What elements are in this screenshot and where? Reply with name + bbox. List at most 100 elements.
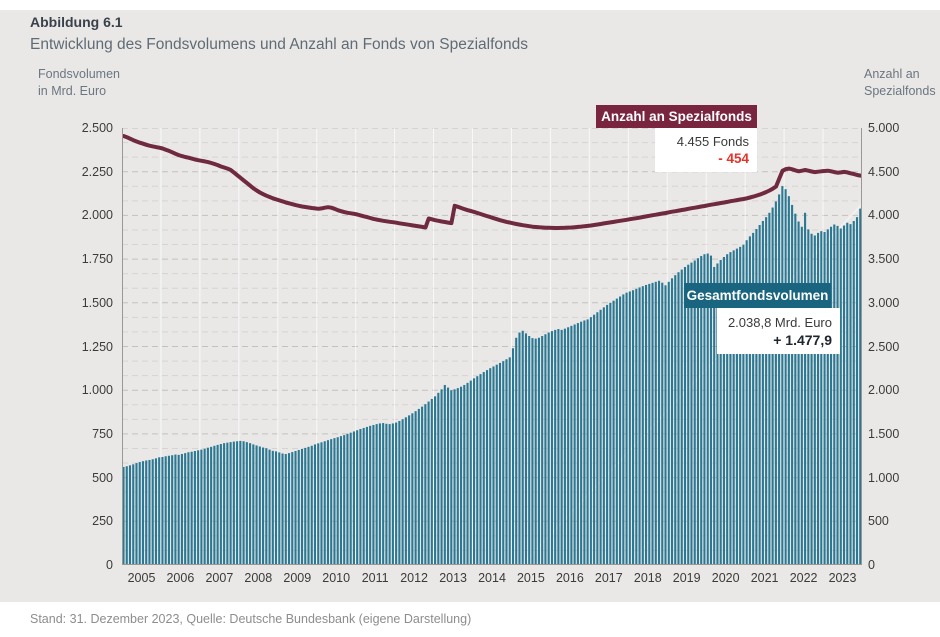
volume-bar bbox=[709, 255, 713, 565]
volume-bar bbox=[151, 459, 154, 565]
x-axis-year-label: 2007 bbox=[205, 571, 234, 585]
volume-bar bbox=[570, 325, 573, 565]
volume-bar bbox=[229, 442, 232, 565]
volume-bar bbox=[842, 225, 846, 565]
volume-bar bbox=[291, 452, 294, 565]
volume-bar bbox=[388, 424, 391, 565]
volume-bar bbox=[547, 332, 550, 565]
volume-bar bbox=[122, 466, 125, 565]
volume-bar bbox=[132, 464, 135, 565]
volume-bar bbox=[622, 294, 625, 565]
figure-number: Abbildung 6.1 bbox=[30, 14, 123, 30]
volume-bar bbox=[339, 436, 343, 565]
left-axis-tick: 1.500 bbox=[81, 295, 113, 310]
left-axis-tick: 1.250 bbox=[81, 339, 113, 354]
volume-bar bbox=[674, 275, 677, 565]
volume-bar bbox=[138, 462, 141, 565]
volume-bar bbox=[437, 392, 440, 565]
volume-bar bbox=[128, 465, 132, 565]
volume-bar bbox=[531, 338, 534, 565]
volume-bar bbox=[654, 281, 657, 565]
volume-bar bbox=[596, 312, 599, 565]
footer-strip bbox=[0, 602, 940, 637]
volume-bar bbox=[239, 440, 242, 565]
volume-bar bbox=[573, 324, 576, 565]
right-axis-caption: Anzahl an Spezialfonds bbox=[864, 66, 936, 100]
volume-bar bbox=[395, 422, 398, 565]
x-axis-year-label: 2009 bbox=[283, 571, 312, 585]
volume-bar bbox=[356, 430, 359, 565]
volume-bar bbox=[404, 417, 407, 565]
volume-bar bbox=[359, 429, 362, 565]
volume-bar bbox=[683, 266, 687, 565]
volume-bar bbox=[696, 258, 700, 565]
volume-bar bbox=[628, 291, 631, 565]
volume-bar bbox=[739, 246, 742, 565]
right-axis-caption-line2: Spezialfonds bbox=[864, 84, 936, 98]
volume-bar bbox=[722, 257, 725, 565]
left-axis-tick: 2.250 bbox=[81, 164, 113, 179]
volume-bar bbox=[180, 454, 183, 565]
volume-bar bbox=[372, 424, 375, 565]
volume-bar bbox=[667, 281, 670, 565]
volume-bar bbox=[255, 445, 258, 565]
volume-bar bbox=[278, 452, 281, 565]
x-axis-year-label: 2022 bbox=[789, 571, 818, 585]
figure-title: Entwicklung des Fondsvolumens und Anzahl… bbox=[30, 36, 529, 53]
x-axis-year-label: 2021 bbox=[750, 571, 779, 585]
volume-bar bbox=[167, 455, 170, 565]
volume-bar bbox=[615, 298, 618, 565]
volume-bar bbox=[320, 442, 323, 565]
volume-bar bbox=[258, 446, 261, 565]
x-axis-year-label: 2014 bbox=[478, 571, 506, 585]
volume-bar bbox=[385, 423, 388, 565]
volume-bar bbox=[489, 368, 492, 565]
volume-bar bbox=[787, 196, 790, 565]
volume-bar bbox=[352, 431, 355, 565]
volume-bar bbox=[583, 320, 586, 565]
volume-bar bbox=[716, 263, 719, 565]
volume-bar bbox=[378, 423, 381, 565]
volume-bar bbox=[349, 432, 352, 565]
volume-bar bbox=[537, 337, 540, 565]
volume-bar bbox=[184, 453, 187, 565]
x-axis-year-label: 2006 bbox=[166, 571, 195, 585]
volume-bar bbox=[236, 441, 239, 565]
volume-bar bbox=[817, 232, 820, 565]
volume-bar bbox=[706, 253, 709, 565]
volume-bar bbox=[265, 448, 268, 565]
left-axis-tick: 500 bbox=[92, 470, 113, 485]
volume-bar bbox=[641, 286, 644, 565]
volume-bar bbox=[466, 382, 469, 565]
volume-bar bbox=[849, 224, 852, 565]
volume-bar bbox=[755, 229, 758, 565]
volume-bar bbox=[398, 420, 401, 565]
volume-bar bbox=[797, 221, 800, 565]
volume-bar bbox=[534, 338, 537, 565]
volume-bar bbox=[794, 213, 797, 565]
volume-bar bbox=[287, 453, 291, 565]
volume-bar bbox=[346, 433, 349, 565]
volume-bar bbox=[408, 415, 411, 565]
volume-bar bbox=[804, 212, 807, 565]
volume-bar bbox=[651, 282, 654, 565]
right-axis-tick: 500 bbox=[868, 514, 889, 529]
volume-bar bbox=[625, 292, 628, 565]
volume-bar bbox=[495, 364, 498, 565]
source-note: Stand: 31. Dezember 2023, Quelle: Deutsc… bbox=[30, 612, 472, 626]
volume-bar bbox=[648, 283, 651, 565]
volume-bar bbox=[187, 452, 190, 565]
volume-bar bbox=[670, 278, 674, 565]
volume-bar bbox=[401, 419, 404, 565]
line-series-callout-box: 4.455 Fonds - 454 bbox=[655, 128, 757, 172]
volume-bar bbox=[427, 401, 430, 565]
volume-bar bbox=[498, 362, 502, 565]
volume-bar bbox=[294, 451, 297, 565]
volume-bar bbox=[333, 438, 336, 565]
volume-bar bbox=[557, 329, 560, 565]
volume-bar bbox=[638, 287, 641, 565]
volume-bar bbox=[193, 451, 196, 565]
volume-bar bbox=[310, 445, 313, 565]
volume-bar bbox=[440, 389, 443, 565]
line-series-callout-title: Anzahl an Spezialfonds bbox=[596, 105, 757, 128]
